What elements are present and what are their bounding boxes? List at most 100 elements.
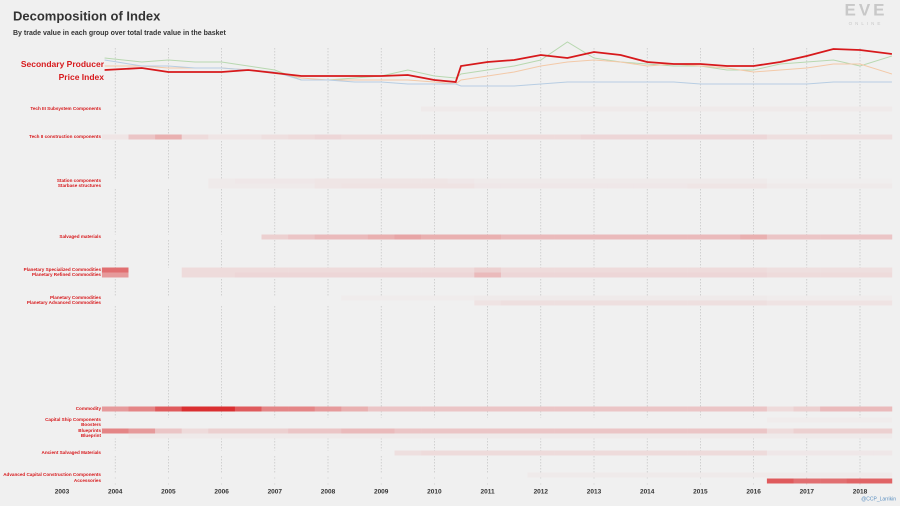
heat-cell xyxy=(873,267,893,273)
heat-cell xyxy=(314,428,342,434)
heat-cell xyxy=(155,433,182,439)
heat-cell xyxy=(181,433,209,439)
heat-cell xyxy=(234,300,262,306)
heat-cell xyxy=(687,428,714,434)
heat-cell xyxy=(447,472,475,478)
heat-cell xyxy=(181,472,209,478)
heat-cell xyxy=(873,106,893,112)
heat-cell xyxy=(155,406,182,412)
heat-cell xyxy=(314,450,342,456)
heat-cell xyxy=(846,295,874,301)
heat-cell xyxy=(181,428,209,434)
heat-cell xyxy=(288,478,315,484)
heat-cell xyxy=(580,450,608,456)
heat-cell xyxy=(687,450,714,456)
heat-cell xyxy=(394,450,422,456)
heat-cell xyxy=(181,295,209,301)
heat-cell xyxy=(314,478,342,484)
heat-cell xyxy=(580,472,608,478)
heat-cell xyxy=(128,267,156,273)
heat-cell xyxy=(873,300,893,306)
heat-cell xyxy=(846,267,874,273)
heat-cell xyxy=(740,272,768,278)
heat-cell xyxy=(234,178,262,184)
heat-cell xyxy=(740,178,768,184)
heat-cell xyxy=(873,428,893,434)
heat-cell xyxy=(155,417,182,423)
heat-cell xyxy=(261,234,289,240)
heat-cell xyxy=(261,433,289,439)
heat-cell xyxy=(341,300,369,306)
heat-cell xyxy=(500,134,528,140)
heat-cell xyxy=(288,428,315,434)
heat-cell xyxy=(740,450,768,456)
heat-cell xyxy=(527,183,555,189)
heat-cell xyxy=(181,422,209,428)
heat-cell xyxy=(128,428,156,434)
heat-cell xyxy=(527,106,555,112)
heat-cell xyxy=(687,267,714,273)
heat-cell xyxy=(155,267,182,273)
heat-cell xyxy=(554,472,581,478)
heat-cell xyxy=(607,300,635,306)
heat-cell xyxy=(846,428,874,434)
x-tick-label: 2011 xyxy=(481,489,495,496)
heat-cell xyxy=(128,478,156,484)
heat-cell xyxy=(793,178,821,184)
x-tick-label: 2005 xyxy=(161,489,176,496)
heat-cell xyxy=(181,178,209,184)
heat-cell xyxy=(554,300,581,306)
heat-cell xyxy=(447,300,475,306)
index-line xyxy=(104,59,892,87)
heat-cell xyxy=(687,433,714,439)
heat-cell xyxy=(367,183,395,189)
heat-cell xyxy=(288,417,315,423)
heat-cell xyxy=(687,406,714,412)
row-label: Boosters xyxy=(81,422,101,427)
heat-cell xyxy=(500,234,528,240)
heat-cell xyxy=(394,106,422,112)
heat-cell xyxy=(101,272,129,278)
heat-cell xyxy=(713,422,741,428)
heat-cell xyxy=(607,422,635,428)
heat-cell xyxy=(341,422,369,428)
heat-cell xyxy=(394,422,422,428)
heat-cell xyxy=(421,178,448,184)
heat-cell xyxy=(633,478,661,484)
heat-cell xyxy=(633,272,661,278)
heat-cell xyxy=(527,234,555,240)
heat-cell xyxy=(155,295,182,301)
heat-cell xyxy=(527,478,555,484)
heat-cell xyxy=(766,272,794,278)
heat-cell xyxy=(820,422,847,428)
heat-cell xyxy=(394,178,422,184)
heat-cell xyxy=(394,234,422,240)
x-tick-label: 2003 xyxy=(55,489,70,496)
heat-cell xyxy=(421,472,448,478)
heat-cell xyxy=(155,106,182,112)
heat-cell xyxy=(101,106,129,112)
heat-cell xyxy=(181,417,209,423)
heat-cell xyxy=(341,106,369,112)
heat-cell xyxy=(314,272,342,278)
heat-cell xyxy=(607,267,635,273)
heat-cell xyxy=(713,478,741,484)
heat-cell xyxy=(155,428,182,434)
heat-cell xyxy=(820,106,847,112)
row-label: Planetary Refined Commodities xyxy=(32,272,102,277)
heat-cell xyxy=(846,178,874,184)
x-tick-label: 2004 xyxy=(108,489,123,496)
heat-cell xyxy=(208,417,236,423)
heat-cell xyxy=(447,433,475,439)
heat-cell xyxy=(367,267,395,273)
x-tick-label: 2016 xyxy=(746,489,761,496)
heat-cell xyxy=(261,267,289,273)
heat-cell xyxy=(367,178,395,184)
heat-cell xyxy=(474,295,502,301)
heat-cell xyxy=(820,234,847,240)
heat-cell xyxy=(421,300,448,306)
heat-cell xyxy=(155,472,182,478)
heat-cell xyxy=(660,472,688,478)
heat-cell xyxy=(155,478,182,484)
heat-cell xyxy=(527,272,555,278)
